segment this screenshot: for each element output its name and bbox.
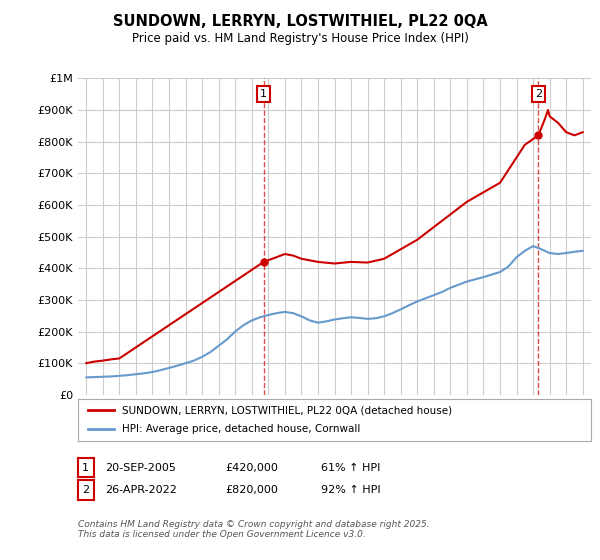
Text: £420,000: £420,000 [225, 463, 278, 473]
Text: 1: 1 [260, 89, 267, 99]
Text: SUNDOWN, LERRYN, LOSTWITHIEL, PL22 0QA (detached house): SUNDOWN, LERRYN, LOSTWITHIEL, PL22 0QA (… [122, 405, 452, 415]
Text: 1: 1 [82, 463, 89, 473]
Text: Price paid vs. HM Land Registry's House Price Index (HPI): Price paid vs. HM Land Registry's House … [131, 32, 469, 45]
Text: SUNDOWN, LERRYN, LOSTWITHIEL, PL22 0QA: SUNDOWN, LERRYN, LOSTWITHIEL, PL22 0QA [113, 14, 487, 29]
Text: 2: 2 [82, 485, 89, 495]
Text: HPI: Average price, detached house, Cornwall: HPI: Average price, detached house, Corn… [122, 424, 360, 435]
Text: Contains HM Land Registry data © Crown copyright and database right 2025.
This d: Contains HM Land Registry data © Crown c… [78, 520, 430, 539]
Text: £820,000: £820,000 [225, 485, 278, 495]
Text: 2: 2 [535, 89, 542, 99]
Text: 20-SEP-2005: 20-SEP-2005 [105, 463, 176, 473]
Text: 92% ↑ HPI: 92% ↑ HPI [321, 485, 380, 495]
Text: 26-APR-2022: 26-APR-2022 [105, 485, 177, 495]
Text: 61% ↑ HPI: 61% ↑ HPI [321, 463, 380, 473]
